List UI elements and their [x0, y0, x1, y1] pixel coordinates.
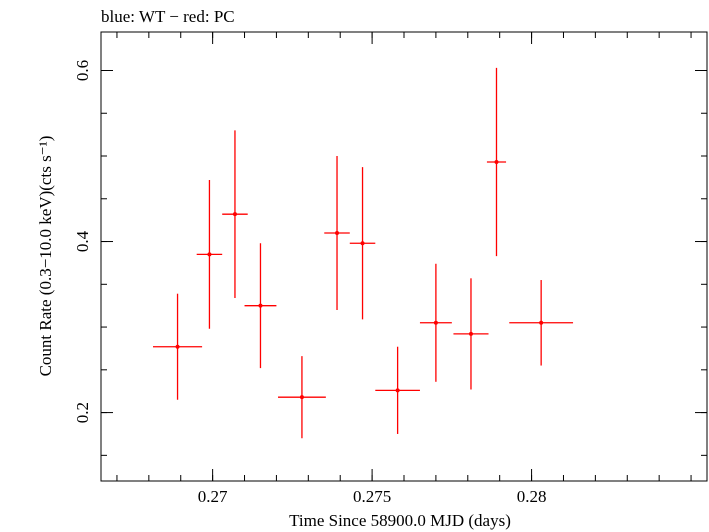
data-point: [453, 278, 489, 390]
data-marker: [494, 159, 499, 164]
data-point: [324, 156, 350, 310]
y-axis-label: Count Rate (0.3−10.0 keV)(cts s⁻¹): [36, 136, 55, 377]
x-tick-label: 0.27: [198, 487, 228, 506]
data-marker: [335, 230, 340, 235]
data-marker: [175, 344, 180, 349]
data-point: [349, 167, 376, 320]
data-marker: [433, 320, 438, 325]
chart-title: blue: WT − red: PC: [101, 7, 235, 26]
data-point: [244, 243, 277, 369]
data-marker: [468, 331, 473, 336]
data-marker: [539, 320, 544, 325]
data-point: [509, 280, 574, 366]
data-marker: [395, 388, 400, 393]
plot-frame: [100, 31, 708, 482]
data-marker: [258, 303, 263, 308]
axes: 0.27 0.275 0.28 0.2 0.4 0.6: [73, 32, 707, 506]
data-marker: [360, 241, 365, 246]
data-point: [222, 130, 248, 298]
data-point: [196, 179, 223, 329]
data-point: [375, 346, 420, 434]
data-point: [486, 67, 507, 257]
data-marker: [299, 395, 304, 400]
y-tick-label: 0.6: [73, 60, 92, 81]
data-marker: [232, 212, 237, 217]
y-tick-label: 0.2: [73, 402, 92, 423]
data-points: [152, 67, 574, 439]
data-point: [419, 263, 452, 382]
data-point: [152, 293, 203, 400]
data-marker: [207, 252, 212, 257]
x-tick-label: 0.28: [517, 487, 547, 506]
x-axis-label: Time Since 58900.0 MJD (days): [289, 511, 511, 530]
data-point: [278, 356, 326, 439]
x-tick-label: 0.275: [353, 487, 391, 506]
y-tick-label: 0.4: [73, 230, 92, 252]
